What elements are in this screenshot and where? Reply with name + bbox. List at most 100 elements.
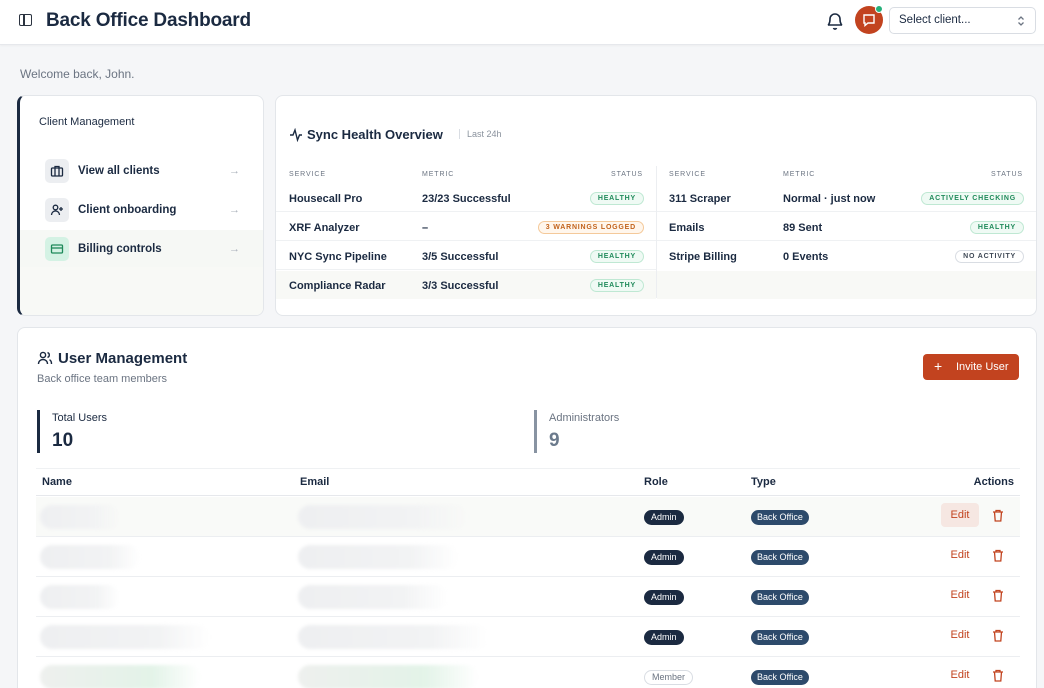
nav-client-onboarding[interactable]: Client onboarding → — [20, 191, 263, 230]
column-role[interactable]: Role — [644, 476, 668, 488]
edit-button[interactable]: Edit — [950, 589, 970, 601]
column-header-service: SERVICE — [289, 171, 326, 178]
status-indicator — [875, 5, 883, 13]
status-badge: 3 WARNINGS LOGGED — [537, 221, 644, 234]
chevron-updown-icon — [1018, 16, 1024, 26]
redacted-name — [40, 625, 210, 649]
sync-title: Sync Health Overview — [307, 127, 443, 142]
stat-value: 10 — [52, 430, 74, 451]
edit-button[interactable]: Edit — [941, 503, 979, 527]
bell-icon[interactable] — [826, 11, 844, 31]
sync-row: 311 Scraper Normal · just now ACTIVELY C… — [657, 184, 1036, 212]
table-row: Admin Back Office Edit — [36, 537, 1020, 577]
service-name: 311 Scraper — [669, 193, 731, 205]
arrow-right-icon: → — [229, 165, 240, 177]
service-metric: Normal · just now — [783, 193, 876, 205]
service-metric: 3/5 Successful — [422, 251, 499, 263]
redacted-email — [298, 505, 468, 529]
arrow-right-icon: → — [229, 204, 240, 216]
status-badge: ACTIVELY CHECKING — [921, 192, 1024, 205]
edit-button[interactable]: Edit — [950, 669, 970, 681]
top-bar: Back Office Dashboard Select client... — [0, 0, 1044, 45]
credit-card-icon — [45, 237, 69, 261]
service-metric: 23/23 Successful — [422, 193, 511, 205]
welcome-message: Welcome back, John. — [20, 67, 135, 81]
sync-row: Compliance Radar 3/3 Successful HEALTHY — [276, 271, 656, 299]
status-badge: HEALTHY — [589, 192, 644, 205]
column-name[interactable]: Name — [42, 476, 72, 488]
redacted-name — [40, 665, 200, 688]
nav-label: Billing controls — [78, 243, 162, 255]
service-metric: 0 Events — [783, 251, 829, 263]
sync-row: NYC Sync Pipeline 3/5 Successful HEALTHY — [276, 242, 656, 270]
stat-label: Administrators — [549, 412, 620, 424]
stat-label: Total Users — [52, 412, 108, 424]
sync-row: Housecall Pro 23/23 Successful HEALTHY — [276, 184, 656, 212]
role-badge: Admin — [644, 510, 684, 525]
status-badge: HEALTHY — [969, 221, 1024, 234]
redacted-email — [298, 625, 488, 649]
service-metric: 3/3 Successful — [422, 280, 499, 292]
activity-icon — [290, 128, 302, 142]
client-select[interactable]: Select client... — [889, 7, 1036, 34]
column-header-service: SERVICE — [669, 171, 706, 178]
status-badge: NO ACTIVITY — [955, 250, 1024, 263]
column-email[interactable]: Email — [300, 476, 330, 488]
column-actions: Actions — [973, 476, 1014, 488]
type-badge: Back Office — [751, 590, 809, 605]
sync-row: Emails 89 Sent HEALTHY — [657, 213, 1036, 241]
service-name: NYC Sync Pipeline — [289, 251, 387, 263]
status-badge: HEALTHY — [589, 279, 644, 292]
section-subtitle: Back office team members — [37, 373, 168, 385]
empty-row — [657, 271, 1036, 299]
card-title: Client Management — [39, 116, 135, 128]
card-footer-area — [20, 267, 263, 315]
trash-icon[interactable] — [992, 589, 1004, 602]
page-title: Back Office Dashboard — [46, 10, 251, 31]
trash-icon[interactable] — [992, 629, 1004, 642]
role-badge: Admin — [644, 630, 684, 645]
table-row: Admin Back Office Edit — [36, 617, 1020, 657]
type-badge: Back Office — [751, 670, 809, 685]
arrow-right-icon: → — [229, 243, 240, 255]
redacted-name — [40, 545, 140, 569]
stat-total-users: Total Users 10 — [37, 410, 517, 453]
table-header: Name Email Role Type Actions — [36, 468, 1020, 496]
nav-view-all-clients[interactable]: View all clients → — [20, 152, 263, 191]
sync-health-card: Sync Health Overview Last 24h SERVICE ME… — [275, 95, 1037, 316]
type-badge: Back Office — [751, 510, 809, 525]
service-name: Compliance Radar — [289, 280, 386, 292]
users-icon — [37, 351, 53, 365]
redacted-email — [298, 585, 448, 609]
invite-user-button[interactable]: + Invite User — [923, 354, 1019, 380]
service-name: XRF Analyzer — [289, 222, 360, 234]
role-badge: Admin — [644, 550, 684, 565]
invite-user-label: Invite User — [956, 361, 1009, 373]
column-type[interactable]: Type — [751, 476, 776, 488]
table-row: Admin Back Office Edit — [36, 577, 1020, 617]
stat-value: 9 — [549, 430, 560, 451]
trash-icon[interactable] — [992, 669, 1004, 682]
type-badge: Back Office — [751, 630, 809, 645]
trash-icon[interactable] — [992, 509, 1004, 522]
sidebar-toggle-icon[interactable] — [19, 14, 32, 26]
redacted-name — [40, 585, 120, 609]
role-badge: Admin — [644, 590, 684, 605]
plus-icon: + — [934, 358, 943, 374]
sync-row: Stripe Billing 0 Events NO ACTIVITY — [657, 242, 1036, 270]
nav-billing-controls[interactable]: Billing controls → — [20, 230, 263, 269]
trash-icon[interactable] — [992, 549, 1004, 562]
role-badge: Member — [644, 670, 694, 685]
user-management-card: User Management Back office team members… — [17, 327, 1037, 688]
column-divider — [656, 166, 657, 298]
redacted-email — [298, 545, 458, 569]
service-metric: – — [422, 222, 429, 234]
column-header-status: STATUS — [991, 171, 1023, 178]
edit-button[interactable]: Edit — [950, 549, 970, 561]
edit-button[interactable]: Edit — [950, 629, 970, 641]
service-metric: 89 Sent — [783, 222, 823, 234]
client-select-value: Select client... — [899, 14, 971, 26]
table-row: Admin Back Office Edit — [36, 497, 1020, 537]
status-badge: HEALTHY — [589, 250, 644, 263]
service-name: Emails — [669, 222, 705, 234]
